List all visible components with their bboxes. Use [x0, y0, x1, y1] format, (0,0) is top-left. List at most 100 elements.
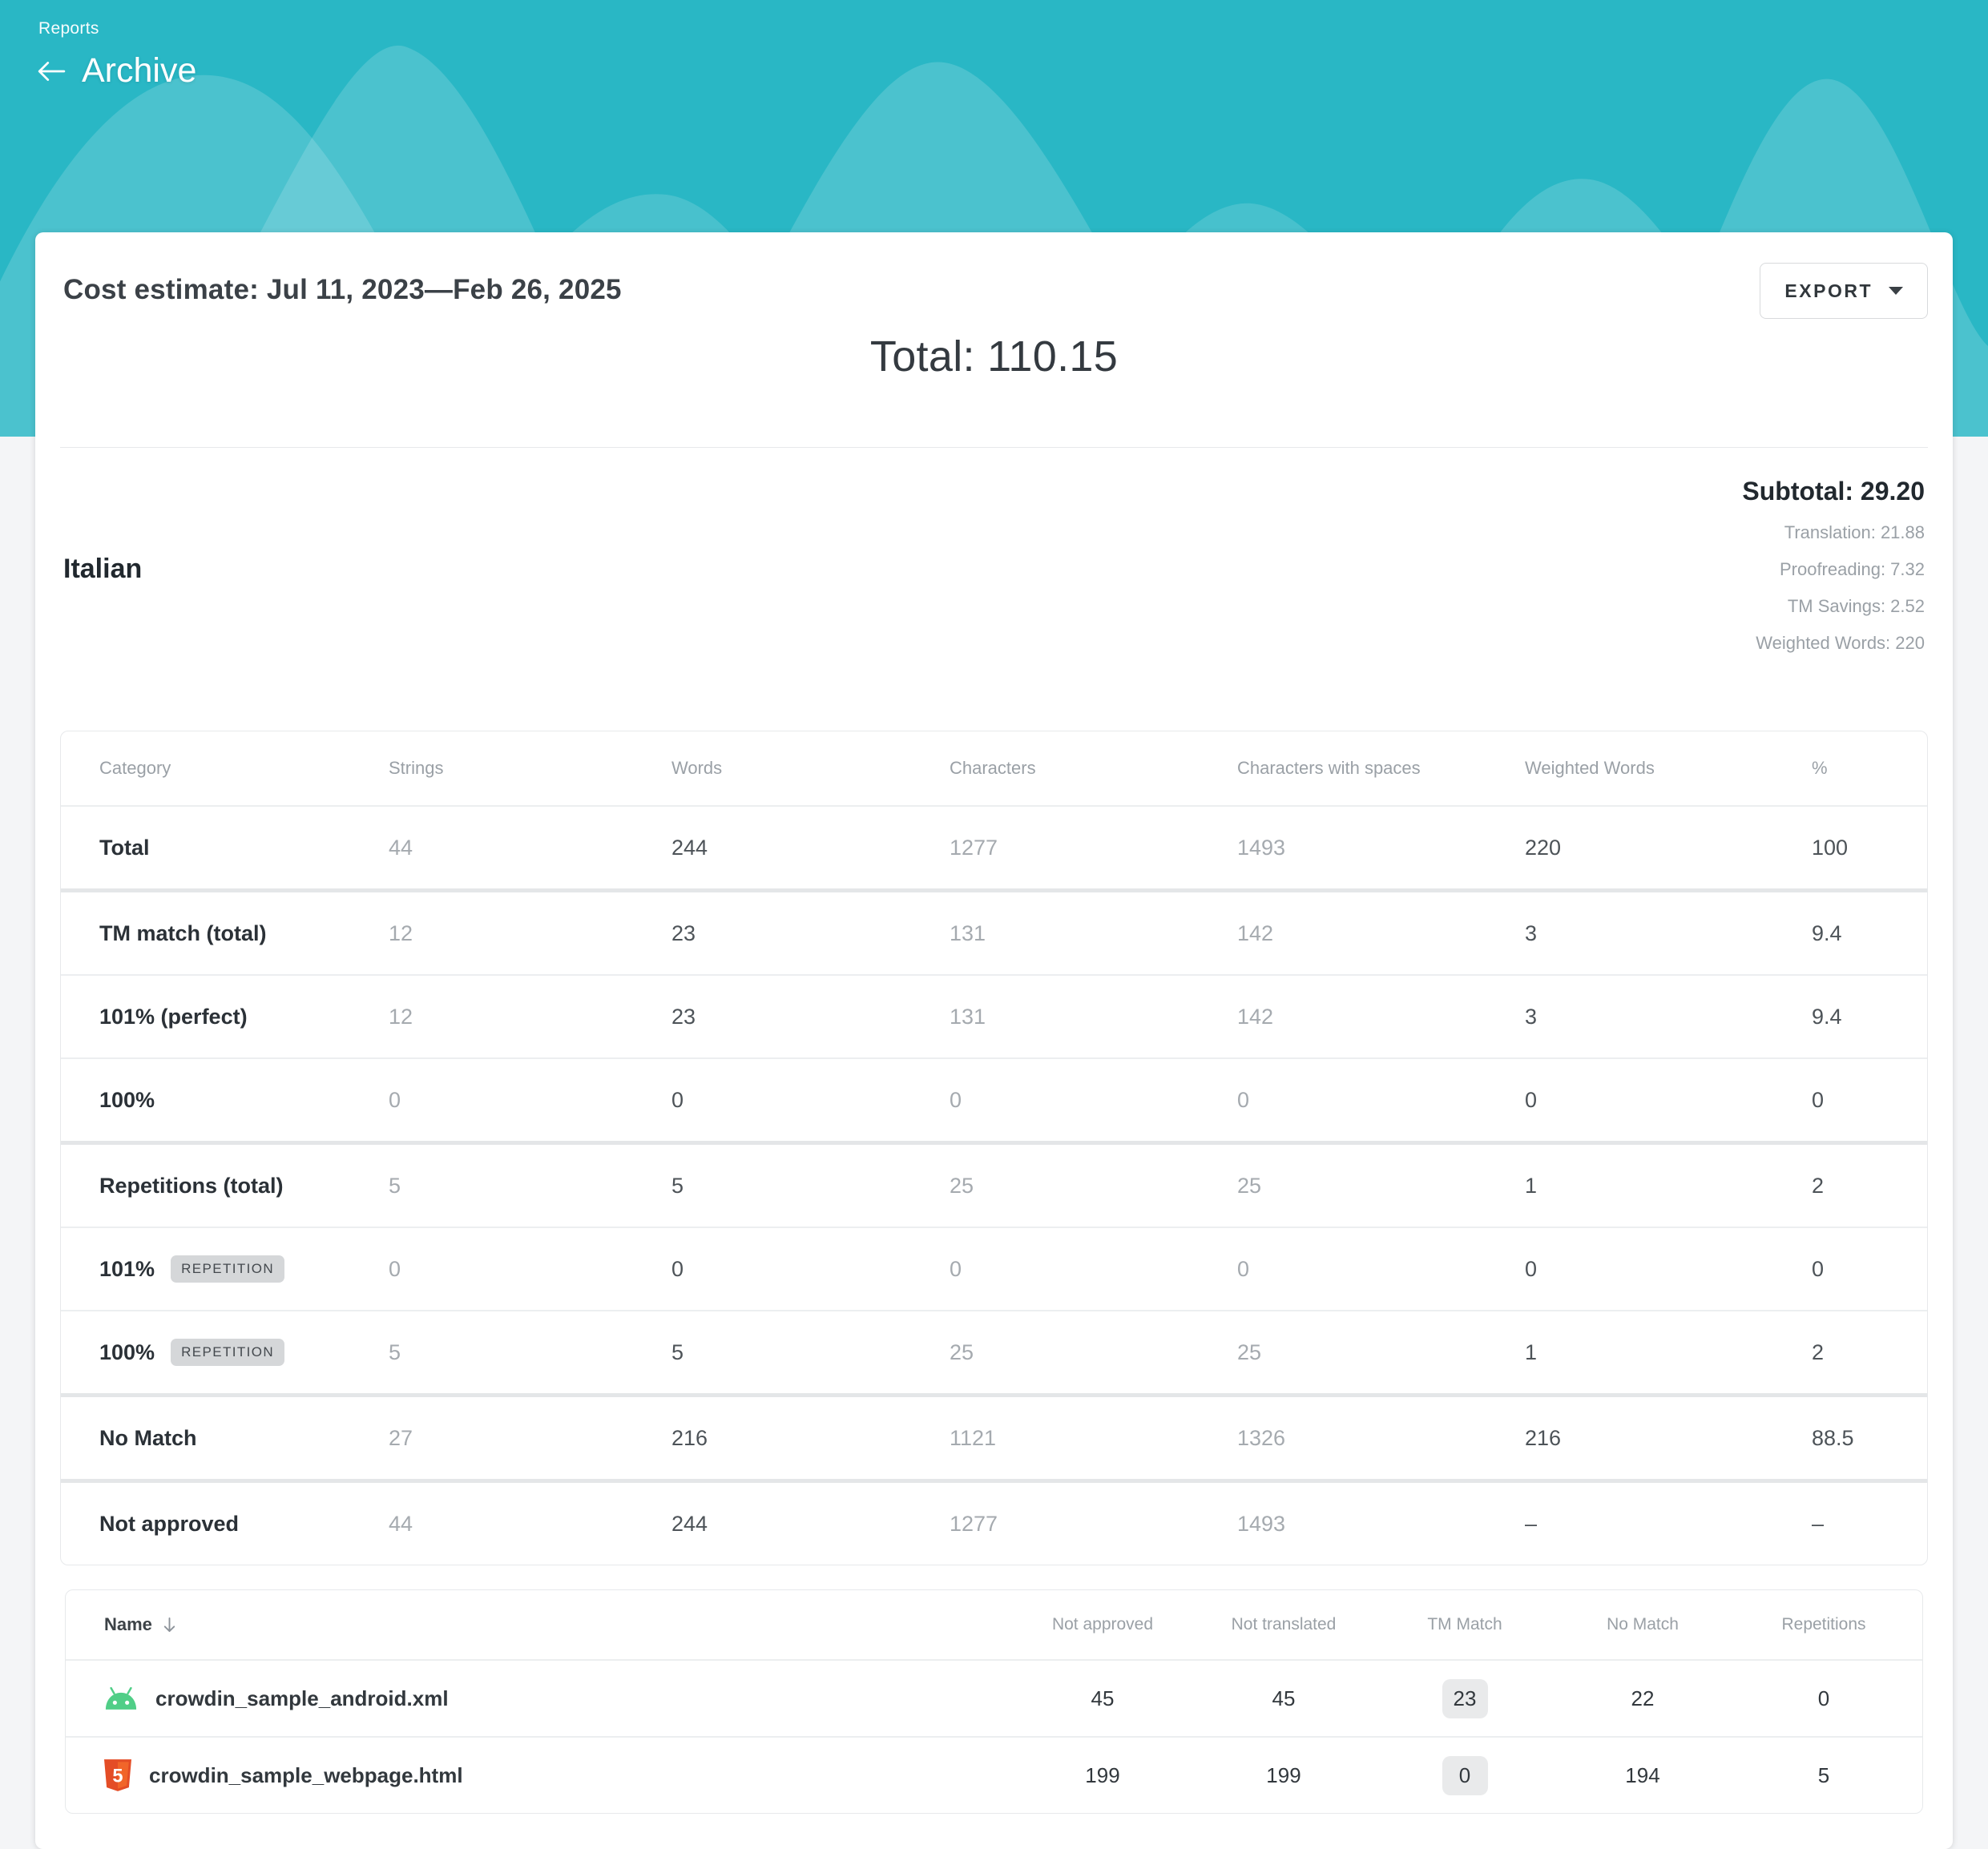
report-title: Cost estimate: Jul 11, 2023—Feb 26, 2025 [63, 274, 622, 305]
table-row-no-match: No Match 27 216 1121 1326 216 88.5 [61, 1397, 1927, 1479]
cell-percent: 2 [1812, 1173, 1825, 1198]
cell-characters-with-spaces: 1326 [1237, 1425, 1286, 1450]
cell-words: 0 [671, 1256, 684, 1281]
cell-characters-with-spaces: 1493 [1237, 835, 1286, 860]
subtotal-block: Subtotal: 29.20 Translation: 21.88 Proof… [1742, 477, 1925, 662]
cell-weighted-words: 3 [1525, 1004, 1538, 1029]
row-divider [66, 1659, 1922, 1661]
subtotal-proofreading: Proofreading: 7.32 [1779, 559, 1925, 579]
cell-characters: 1277 [950, 835, 998, 860]
cell-characters-with-spaces: 0 [1237, 1087, 1250, 1112]
cell-characters-with-spaces: 0 [1237, 1256, 1250, 1281]
cell-strings: 0 [389, 1087, 401, 1112]
row-divider [61, 1227, 1927, 1228]
column-header-no-match: No Match [1607, 1615, 1679, 1633]
grand-total: Total: 110.15 [869, 332, 1119, 381]
cell-strings: 0 [389, 1256, 401, 1281]
cell-weighted-words: 1 [1525, 1173, 1538, 1198]
cell-percent: 9.4 [1812, 920, 1842, 945]
export-button-label: EXPORT [1784, 280, 1873, 301]
cell-strings: 27 [389, 1425, 413, 1450]
sort-descending-icon [163, 1617, 175, 1632]
category-label: Repetitions (total) [99, 1173, 284, 1198]
group-divider [61, 1141, 1927, 1145]
cell-percent: – [1812, 1511, 1825, 1536]
subtotal-translation: Translation: 21.88 [1784, 522, 1925, 542]
column-header-characters: Characters [950, 758, 1036, 778]
table-row-total: Total 44 244 1277 1493 220 100 [61, 807, 1927, 888]
cell-characters-with-spaces: 1493 [1237, 1511, 1286, 1536]
file-name: crowdin_sample_webpage.html [149, 1762, 463, 1787]
cell-characters: 0 [950, 1256, 962, 1281]
category-label: TM match (total) [99, 920, 267, 945]
group-divider [61, 1393, 1927, 1397]
page-title: Archive [82, 51, 197, 90]
cell-words: 0 [671, 1087, 684, 1112]
cell-characters: 25 [950, 1173, 974, 1198]
cell-tm-match: 0 [1376, 1755, 1554, 1795]
cell-no-match: 22 [1631, 1686, 1655, 1710]
category-label: 101% (perfect) [99, 1004, 248, 1029]
cell-characters: 1121 [950, 1425, 997, 1450]
cell-characters: 0 [950, 1087, 962, 1112]
file-row: 5 crowdin_sample_webpage.html 199 199 0 … [66, 1738, 1922, 1813]
cell-repetitions: 5 [1817, 1762, 1830, 1787]
column-header-name[interactable]: Name [104, 1614, 1014, 1635]
export-button[interactable]: EXPORT [1760, 263, 1928, 319]
category-label: No Match [99, 1425, 197, 1450]
report-head: Cost estimate: Jul 11, 2023—Feb 26, 2025… [60, 263, 1928, 319]
subtotal-weighted-words: Weighted Words: 220 [1756, 633, 1925, 653]
cell-weighted-words: 3 [1525, 920, 1538, 945]
cell-percent: 2 [1812, 1339, 1825, 1364]
files-table-header: Name Not approved Not translated TM Matc… [66, 1590, 1922, 1659]
cell-weighted-words: 220 [1525, 835, 1562, 860]
cell-percent: 88.5 [1812, 1425, 1854, 1450]
html5-icon: 5 [104, 1759, 131, 1791]
column-header-not-approved: Not approved [1051, 1615, 1154, 1633]
cell-strings: 12 [389, 920, 413, 945]
tm-match-badge: 0 [1442, 1755, 1488, 1795]
table-row-100-repetition: 100% REPETITION 5 5 25 25 1 2 [61, 1311, 1927, 1393]
cell-characters-with-spaces: 142 [1237, 1004, 1274, 1029]
cell-characters-with-spaces: 142 [1237, 920, 1274, 945]
file-row: crowdin_sample_android.xml 45 45 23 22 0 [66, 1661, 1922, 1736]
cell-not-approved: 199 [1085, 1762, 1120, 1787]
category-label: 100% [99, 1087, 155, 1112]
back-arrow-icon[interactable] [35, 55, 67, 87]
repetition-badge: REPETITION [171, 1339, 285, 1366]
cell-weighted-words: 216 [1525, 1425, 1562, 1450]
table-row-repetitions: Repetitions (total) 5 5 25 25 1 2 [61, 1145, 1927, 1227]
column-header-words: Words [671, 758, 723, 778]
group-divider [61, 888, 1927, 892]
column-header-tm-match: TM Match [1427, 1615, 1502, 1633]
cell-not-translated: 45 [1272, 1686, 1296, 1710]
category-label: 101% [99, 1256, 155, 1281]
cell-characters: 131 [950, 920, 986, 945]
language-section: Italian Subtotal: 29.20 Translation: 21.… [60, 477, 1928, 662]
column-header-name-label: Name [104, 1614, 152, 1634]
column-header-not-translated: Not translated [1231, 1615, 1337, 1633]
cell-words: 23 [671, 1004, 696, 1029]
table-row-101-repetition: 101% REPETITION 0 0 0 0 0 0 [61, 1228, 1927, 1310]
cell-weighted-words: 0 [1525, 1087, 1538, 1112]
table-row-not-approved: Not approved 44 244 1277 1493 – – [61, 1483, 1927, 1565]
category-label: Total [99, 835, 150, 860]
cell-weighted-words: – [1525, 1511, 1538, 1536]
cell-percent: 100 [1812, 835, 1849, 860]
cell-weighted-words: 0 [1525, 1256, 1538, 1281]
column-header-category: Category [99, 758, 171, 778]
cell-not-translated: 199 [1266, 1762, 1301, 1787]
cell-strings: 44 [389, 1511, 413, 1536]
column-header-repetitions: Repetitions [1781, 1615, 1866, 1633]
table-row-tm-match: TM match (total) 12 23 131 142 3 9.4 [61, 892, 1927, 974]
row-divider [61, 974, 1927, 976]
row-divider [61, 1057, 1927, 1059]
row-divider [61, 1310, 1927, 1311]
cell-percent: 0 [1812, 1256, 1825, 1281]
report-card: Cost estimate: Jul 11, 2023—Feb 26, 2025… [35, 232, 1953, 1849]
cell-characters-with-spaces: 25 [1237, 1173, 1262, 1198]
cell-not-approved: 45 [1091, 1686, 1115, 1710]
file-name: crowdin_sample_android.xml [155, 1686, 449, 1710]
subtotal-tm-savings: TM Savings: 2.52 [1787, 596, 1925, 616]
repetition-badge: REPETITION [171, 1255, 285, 1283]
